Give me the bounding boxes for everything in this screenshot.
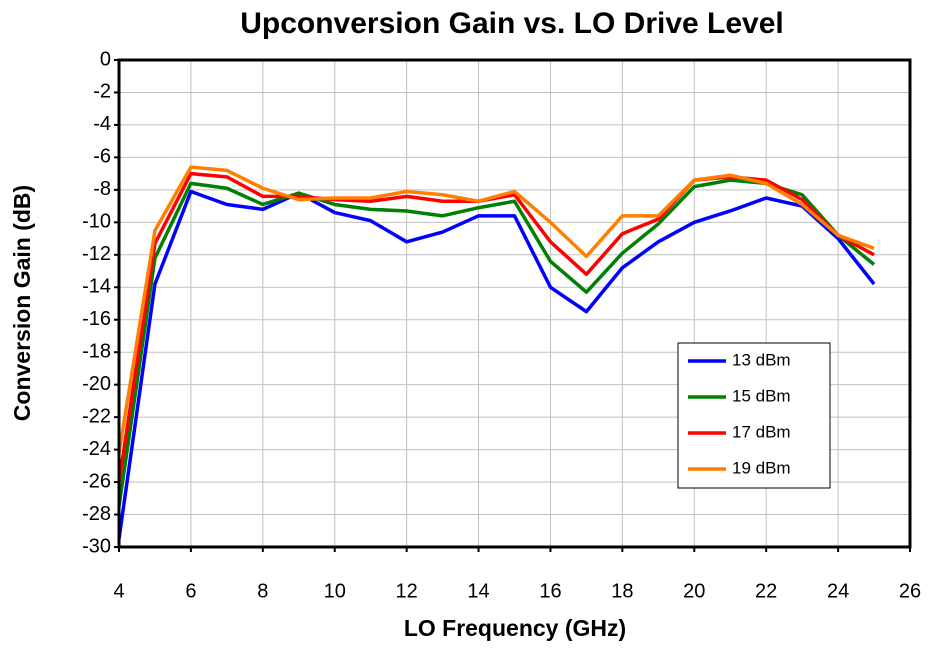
series-line <box>117 189 876 540</box>
x-tick-label: 16 <box>539 580 561 602</box>
y-tick-label: -20 <box>82 373 111 395</box>
y-tick-label: -6 <box>93 146 111 168</box>
x-tick-label: 22 <box>755 580 777 602</box>
legend-label: 17 dBm <box>732 422 791 441</box>
y-tick-label: -4 <box>93 113 111 135</box>
y-tick-label: -22 <box>82 405 111 427</box>
y-tick-label: 0 <box>100 48 111 70</box>
y-tick-label: -26 <box>82 470 111 492</box>
lines <box>117 165 876 540</box>
legend-label: 15 dBm <box>732 386 791 405</box>
y-axis-label: Conversion Gain (dB) <box>9 185 35 421</box>
x-tick-label: 24 <box>827 580 849 602</box>
y-tick-label: -28 <box>82 503 111 525</box>
series-line <box>117 165 875 454</box>
y-tick-label: -24 <box>82 438 111 460</box>
legend-box <box>677 342 831 489</box>
x-tick-label: 12 <box>396 580 418 602</box>
x-tick-label: 6 <box>185 580 196 602</box>
x-axis-label: LO Frequency (GHz) <box>404 615 626 641</box>
x-tick-label: 4 <box>113 580 124 602</box>
y-tick-label: -8 <box>93 178 111 200</box>
y-tick-label: -30 <box>82 535 111 557</box>
x-tick-label: 10 <box>324 580 346 602</box>
y-tick-label: -18 <box>82 340 111 362</box>
y-tick-label: -2 <box>93 81 111 103</box>
y-tick-label: -12 <box>82 243 111 265</box>
chart-title: Upconversion Gain vs. LO Drive Level <box>240 7 784 40</box>
x-tick-label: 18 <box>611 580 633 602</box>
x-tick-label: 14 <box>467 580 489 602</box>
legend: 13 dBm 15 dBm 17 dBm 19 dBm <box>677 342 831 489</box>
legend-label: 13 dBm <box>732 350 791 369</box>
y-tick-label: -10 <box>82 211 111 233</box>
legend-label: 19 dBm <box>732 458 791 477</box>
x-tick-label: 26 <box>899 580 921 602</box>
y-tick-label: -14 <box>82 276 111 298</box>
y-tick-label: -16 <box>82 308 111 330</box>
plot-frame <box>117 58 912 549</box>
x-tick-label: 20 <box>683 580 705 602</box>
series-line <box>117 178 876 507</box>
x-tick-label: 8 <box>257 580 268 602</box>
